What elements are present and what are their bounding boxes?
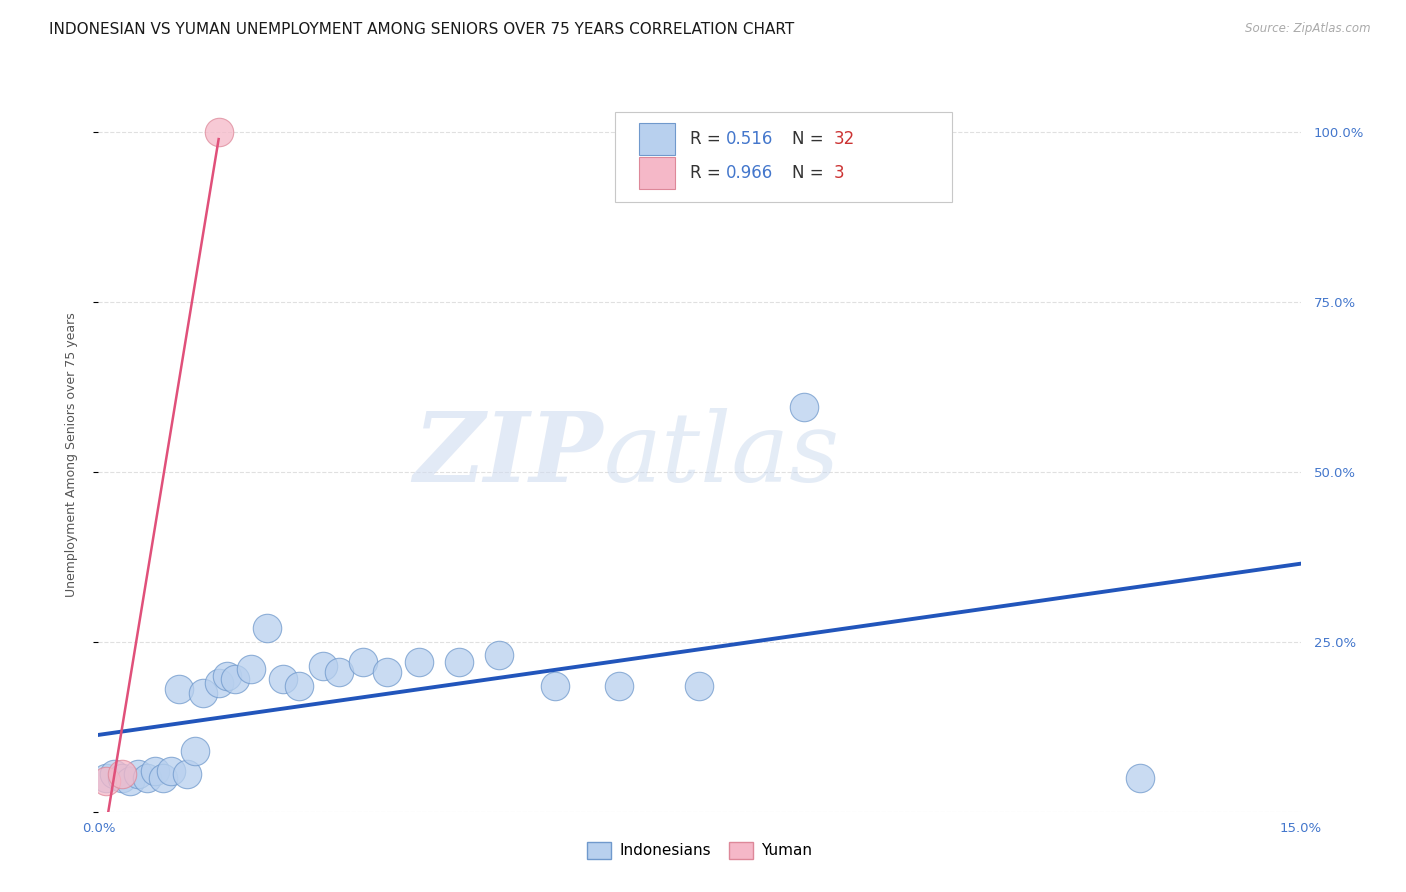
Point — [1129, 771, 1152, 785]
Point — [167, 682, 190, 697]
Text: 3: 3 — [834, 164, 845, 182]
Text: 32: 32 — [834, 130, 855, 148]
Point — [183, 743, 205, 757]
Point — [288, 679, 311, 693]
Y-axis label: Unemployment Among Seniors over 75 years: Unemployment Among Seniors over 75 years — [65, 312, 77, 598]
Point — [103, 767, 125, 781]
Point — [120, 774, 142, 789]
FancyBboxPatch shape — [616, 112, 952, 202]
Point — [224, 672, 246, 686]
Text: INDONESIAN VS YUMAN UNEMPLOYMENT AMONG SENIORS OVER 75 YEARS CORRELATION CHART: INDONESIAN VS YUMAN UNEMPLOYMENT AMONG S… — [49, 22, 794, 37]
Legend: Indonesians, Yuman: Indonesians, Yuman — [581, 836, 818, 864]
Point — [208, 125, 231, 139]
Bar — [640, 157, 675, 189]
Point — [96, 774, 118, 789]
Point — [176, 767, 198, 781]
Text: Source: ZipAtlas.com: Source: ZipAtlas.com — [1246, 22, 1371, 36]
Point — [793, 401, 815, 415]
Text: R =: R = — [690, 130, 725, 148]
Point — [111, 771, 134, 785]
Point — [689, 679, 711, 693]
Point — [271, 672, 294, 686]
Text: 0.516: 0.516 — [725, 130, 773, 148]
Point — [408, 655, 430, 669]
Text: ZIP: ZIP — [413, 408, 603, 502]
Point — [96, 771, 118, 785]
Point — [152, 771, 174, 785]
Point — [544, 679, 567, 693]
Bar — [640, 123, 675, 155]
Point — [312, 658, 335, 673]
Text: N =: N = — [792, 130, 830, 148]
Point — [239, 662, 262, 676]
Point — [328, 665, 350, 680]
Point — [111, 767, 134, 781]
Point — [256, 621, 278, 635]
Point — [609, 679, 631, 693]
Point — [191, 686, 214, 700]
Point — [135, 771, 157, 785]
Point — [352, 655, 374, 669]
Text: N =: N = — [792, 164, 830, 182]
Point — [159, 764, 181, 778]
Point — [128, 767, 150, 781]
Point — [215, 669, 238, 683]
Point — [488, 648, 510, 663]
Text: 0.966: 0.966 — [725, 164, 773, 182]
Point — [447, 655, 470, 669]
Point — [143, 764, 166, 778]
Point — [375, 665, 398, 680]
Point — [208, 675, 231, 690]
Text: R =: R = — [690, 164, 725, 182]
Text: atlas: atlas — [603, 408, 839, 502]
